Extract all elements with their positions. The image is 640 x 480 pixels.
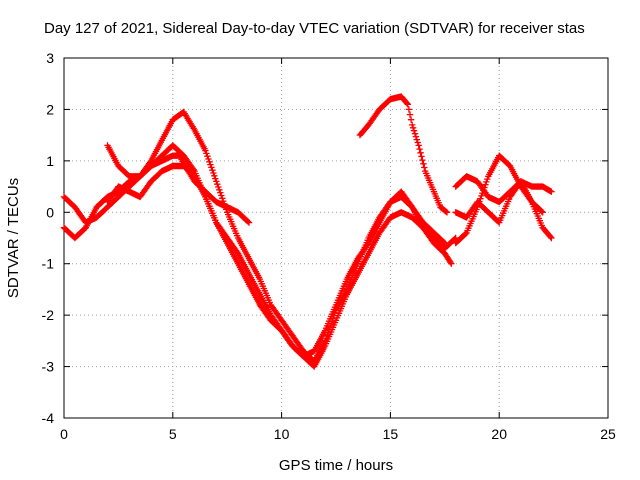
plot-frame xyxy=(63,57,609,419)
y-tick-label: 0 xyxy=(46,204,54,220)
y-tick-label: -3 xyxy=(42,359,55,375)
series-markers xyxy=(60,142,459,370)
series-track-7 xyxy=(452,173,555,206)
y-tick-label: 2 xyxy=(46,101,54,117)
y-tick-label: 3 xyxy=(46,50,54,66)
x-tick-label: 10 xyxy=(274,426,290,442)
chart-title: Day 127 of 2021, Sidereal Day-to-day VTE… xyxy=(44,20,585,37)
series-track-3 xyxy=(60,142,459,370)
x-tick-label: 25 xyxy=(600,426,616,442)
data-marks xyxy=(60,93,555,370)
series-track-4 xyxy=(104,162,448,360)
y-tick-label: -4 xyxy=(42,410,55,426)
series-markers xyxy=(452,178,546,226)
y-tick-label: -2 xyxy=(42,307,55,323)
grid xyxy=(64,58,608,418)
series-markers xyxy=(356,93,451,216)
y-axis-label: SDTVAR / TECUs xyxy=(5,178,22,298)
x-tick-label: 15 xyxy=(383,426,399,442)
series-track-5 xyxy=(356,93,451,216)
series-markers xyxy=(104,162,448,360)
axis-ticks: 0 5 10 15 20 25 -4 -3 -2 -1 0 1 2 3 xyxy=(42,50,616,442)
series-track-8 xyxy=(452,178,546,226)
x-tick-label: 20 xyxy=(491,426,507,442)
x-tick-label: 5 xyxy=(169,426,177,442)
x-tick-label: 0 xyxy=(60,426,68,442)
y-tick-label: -1 xyxy=(42,256,55,272)
y-tick-label: 1 xyxy=(46,153,54,169)
x-axis-label: GPS time / hours xyxy=(279,457,393,474)
series-markers xyxy=(452,173,555,206)
